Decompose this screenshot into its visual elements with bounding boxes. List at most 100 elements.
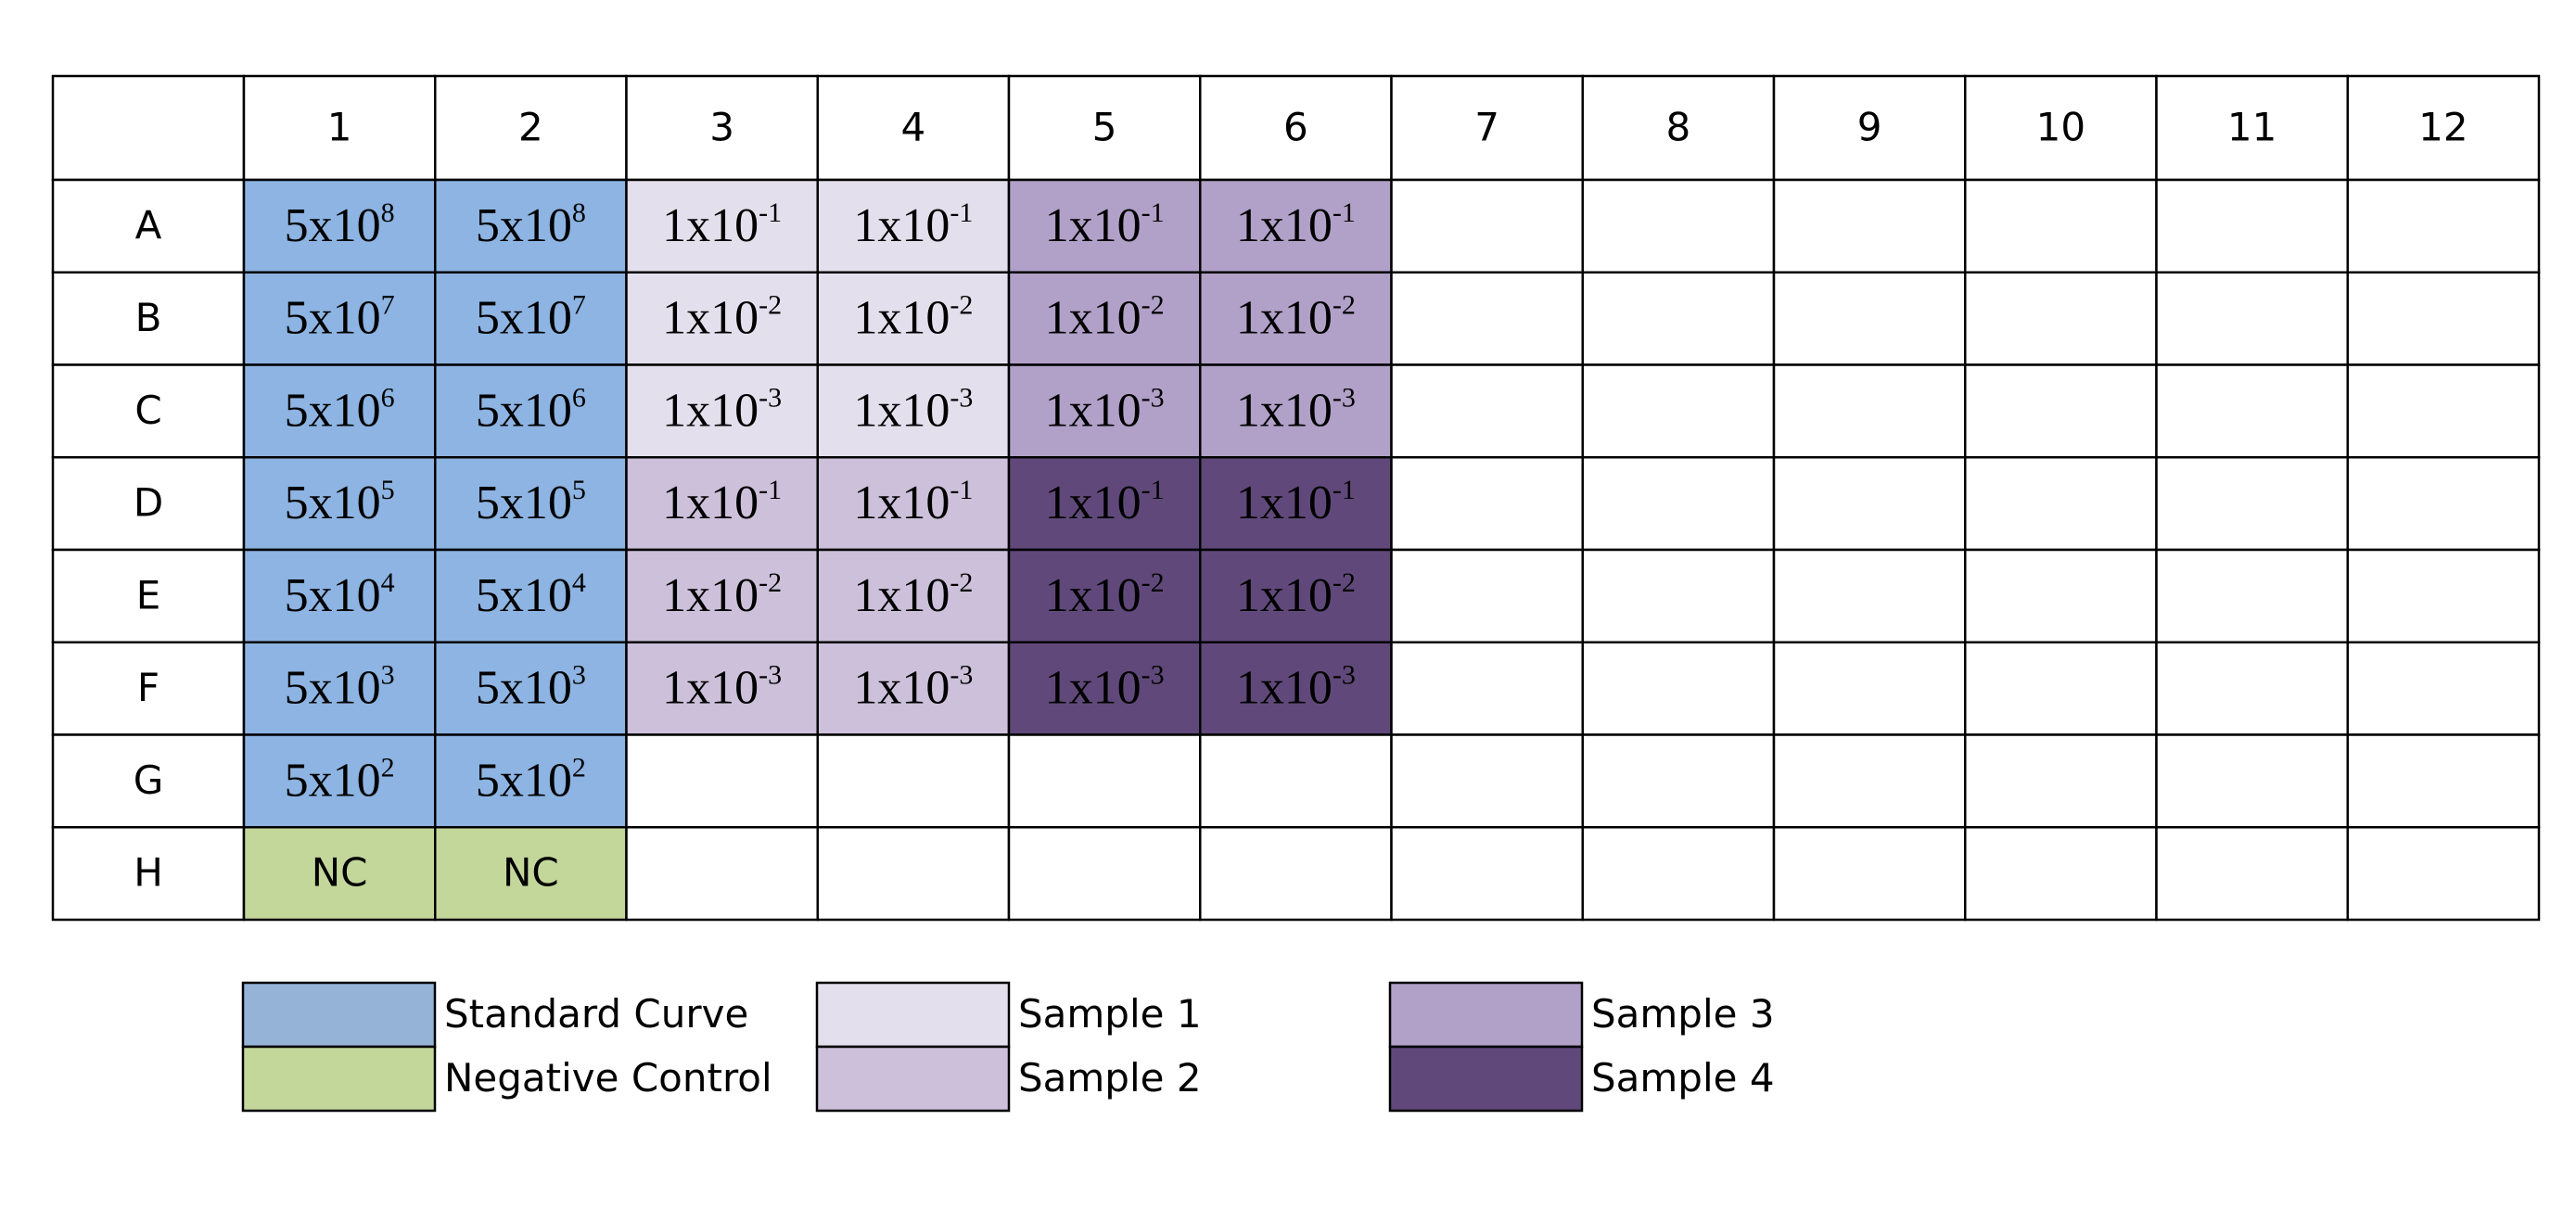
well-value: 5x102 [476,752,586,807]
well-value: 1x10-1 [1045,475,1165,529]
well [1964,548,2158,643]
well-value: 1x10-3 [662,660,782,715]
well [1581,271,1776,366]
well [2155,641,2349,736]
value-base: 1x10 [1236,569,1333,622]
well-value: 5x104 [476,567,586,622]
row-header: A [135,202,162,248]
value-exponent: -2 [1333,567,1356,598]
well-value: 1x10-1 [1236,197,1356,252]
value-exponent: -3 [759,382,782,413]
value-exponent: 7 [572,290,586,321]
value-base: 5x10 [285,662,381,715]
well [1772,733,1967,829]
value-base: 5x10 [476,477,572,529]
value-base: 5x10 [285,569,381,622]
well [1199,548,1393,643]
well-value: 1x10-1 [1045,197,1165,252]
value-exponent: 2 [572,752,586,783]
row-header: E [136,572,161,617]
well [242,733,437,829]
well [2346,271,2541,366]
well-value: 5x107 [476,290,586,345]
value-base: 1x10 [1236,199,1333,252]
well [242,271,437,366]
row-header: D [134,480,163,526]
well [625,178,819,274]
column-header: 9 [1857,105,1882,150]
well-value: 5x105 [285,475,395,529]
well-value: 1x10-3 [1236,382,1356,437]
well-value: 5x106 [285,382,395,437]
well-label: NC [503,850,559,896]
well [242,548,437,643]
well [1581,363,1776,459]
well-value: 1x10-2 [1045,290,1165,345]
value-base: 1x10 [1045,662,1141,715]
well [1772,271,1967,366]
value-exponent: -2 [950,290,973,321]
value-exponent: 3 [572,660,586,691]
well-value: 1x10-1 [662,475,782,529]
well [1390,548,1584,643]
value-exponent: -2 [950,567,973,598]
well [2346,733,2541,829]
value-base: 1x10 [662,292,759,345]
row-header-cell [51,456,246,552]
value-base: 1x10 [1236,384,1333,437]
value-exponent: -2 [759,567,782,598]
value-exponent: -2 [759,290,782,321]
corner-cell [51,74,246,182]
well [2155,271,2349,366]
well [625,456,819,552]
well [1007,363,1202,459]
well [2155,363,2349,459]
value-exponent: 8 [572,197,586,228]
well [2346,548,2541,643]
value-base: 5x10 [476,754,572,807]
well [816,733,1011,829]
row-header: H [134,850,163,896]
well [2346,826,2541,922]
row-header: B [135,295,162,340]
value-base: 1x10 [853,292,950,345]
well [1199,641,1393,736]
well [1007,733,1202,829]
well [1772,456,1967,552]
well-value: 1x10-3 [1045,382,1165,437]
value-exponent: -2 [1141,290,1165,321]
well [1581,456,1776,552]
header-cell [2346,74,2541,182]
value-exponent: -2 [1141,567,1165,598]
well [2346,456,2541,552]
column-header: 11 [2227,105,2276,150]
value-exponent: -1 [1141,197,1165,228]
header-cell [1581,74,1776,182]
value-base: 5x10 [476,292,572,345]
well-value: 1x10-2 [1236,567,1356,622]
legend-swatch [241,981,437,1049]
well-value: 1x10-3 [853,660,973,715]
well [1390,733,1584,829]
well [1007,826,1202,922]
value-base: 1x10 [1045,199,1141,252]
well [1390,271,1584,366]
well [1772,178,1967,274]
value-base: 5x10 [285,384,381,437]
well [1007,178,1202,274]
well [1581,733,1776,829]
legend-label: Standard Curve [444,991,748,1037]
column-header: 7 [1474,105,1499,150]
row-header: C [134,388,161,433]
value-base: 1x10 [853,199,950,252]
value-exponent: 5 [572,475,586,505]
value-exponent: -3 [1333,382,1356,413]
value-exponent: -1 [759,197,782,228]
column-header: 12 [2418,105,2468,150]
column-header: 3 [709,105,734,150]
well [1964,178,2158,274]
well [1390,178,1584,274]
well [1772,826,1967,922]
